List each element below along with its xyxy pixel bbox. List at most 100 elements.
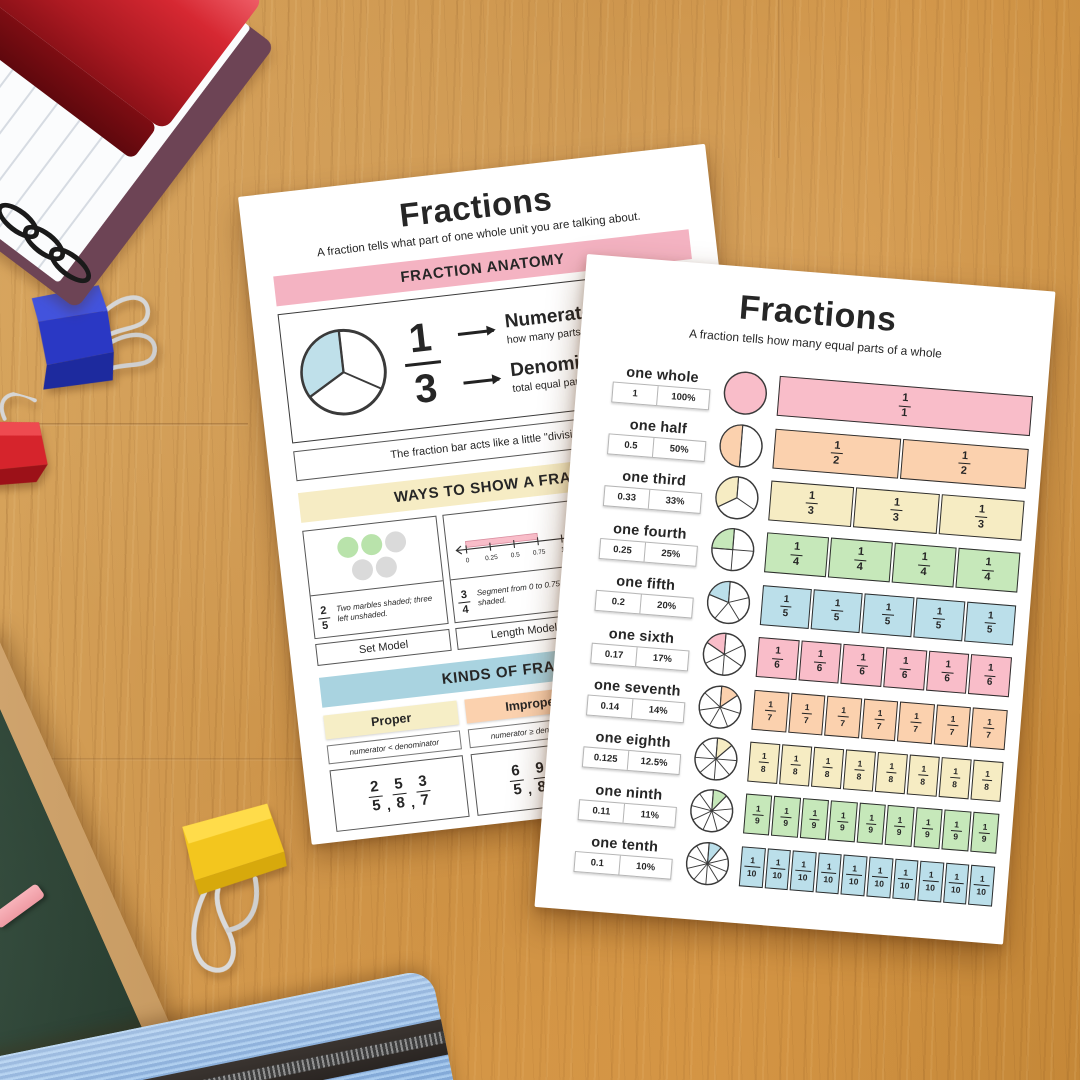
row-pie xyxy=(704,577,754,627)
decimal-value: 0.33 xyxy=(603,486,651,510)
fraction-bar-cell: 1 10 xyxy=(891,858,919,901)
tick-label: 0.75 xyxy=(533,548,547,556)
comma: , xyxy=(526,780,533,797)
row-pie xyxy=(687,786,737,836)
tick-label: 0.5 xyxy=(510,551,520,559)
row-label-block: one ninth 0.11 11% xyxy=(577,781,679,828)
row-label-block: one third 0.33 33% xyxy=(602,468,704,515)
shaded-segment xyxy=(464,532,539,548)
row-pie xyxy=(708,525,758,575)
decimal-value: 0.11 xyxy=(578,800,626,823)
row-pie xyxy=(712,473,762,523)
blue-binder-clip xyxy=(31,285,158,390)
fraction: 1 10 xyxy=(947,872,965,895)
pie-chart xyxy=(711,528,755,572)
percent-value: 100% xyxy=(670,390,696,404)
pie-chart xyxy=(723,371,767,415)
fraction-row: one tenth 0.1 10% 1 10 1 10 1 10 1 10 1 10 1 10 1 10 1 10 1… xyxy=(537,824,1010,914)
fraction: 1 10 xyxy=(794,859,812,882)
percent-value: 25% xyxy=(660,547,681,561)
pie-chart xyxy=(715,476,759,520)
pie-chart xyxy=(685,841,730,885)
tick-label: 0.25 xyxy=(485,554,499,562)
decimal-value: 0.1 xyxy=(574,852,622,875)
set-model-dot xyxy=(336,535,360,559)
fraction: 1 10 xyxy=(896,868,914,891)
example-denominator: 3 xyxy=(404,359,447,412)
decimal-value: 0.17 xyxy=(591,643,638,666)
fraction-bar-cell: 1 10 xyxy=(942,862,970,905)
fraction-rows: one whole 1 100% 1 1 one half 0.5 50% 1 2 1 2 one th… xyxy=(537,354,1048,914)
row-label-block: one sixth 0.17 17% xyxy=(590,624,691,672)
fraction-row: one whole 1 100% 1 1 xyxy=(575,354,1048,444)
fraction-anatomy-box: 1 3 Numerator how many parts Denominator… xyxy=(277,266,708,444)
fraction-row: one fifth 0.2 20% 1 5 1 5 1 5 1 5 1 5 xyxy=(558,563,1031,653)
percent-value: 11% xyxy=(640,808,660,822)
decimal-value: 0.5 xyxy=(608,434,655,458)
fraction-bar-cell: 1 10 xyxy=(866,856,894,899)
example-numerator: 1 xyxy=(406,314,434,361)
arrow-right-icon xyxy=(457,329,494,336)
row-label-block: one fifth 0.2 20% xyxy=(594,572,695,619)
row-label-block: one whole 1 100% xyxy=(611,363,712,410)
fraction-bar-cell: 1 10 xyxy=(917,860,945,903)
comma: , xyxy=(385,796,392,814)
fraction: 1 10 xyxy=(922,870,939,893)
set-model-dot xyxy=(360,532,384,556)
decimal-value: 0.14 xyxy=(587,695,634,719)
red-binder-clip xyxy=(0,391,48,487)
row-label-block: one fourth 0.25 25% xyxy=(598,520,700,567)
row-pie xyxy=(695,682,745,732)
